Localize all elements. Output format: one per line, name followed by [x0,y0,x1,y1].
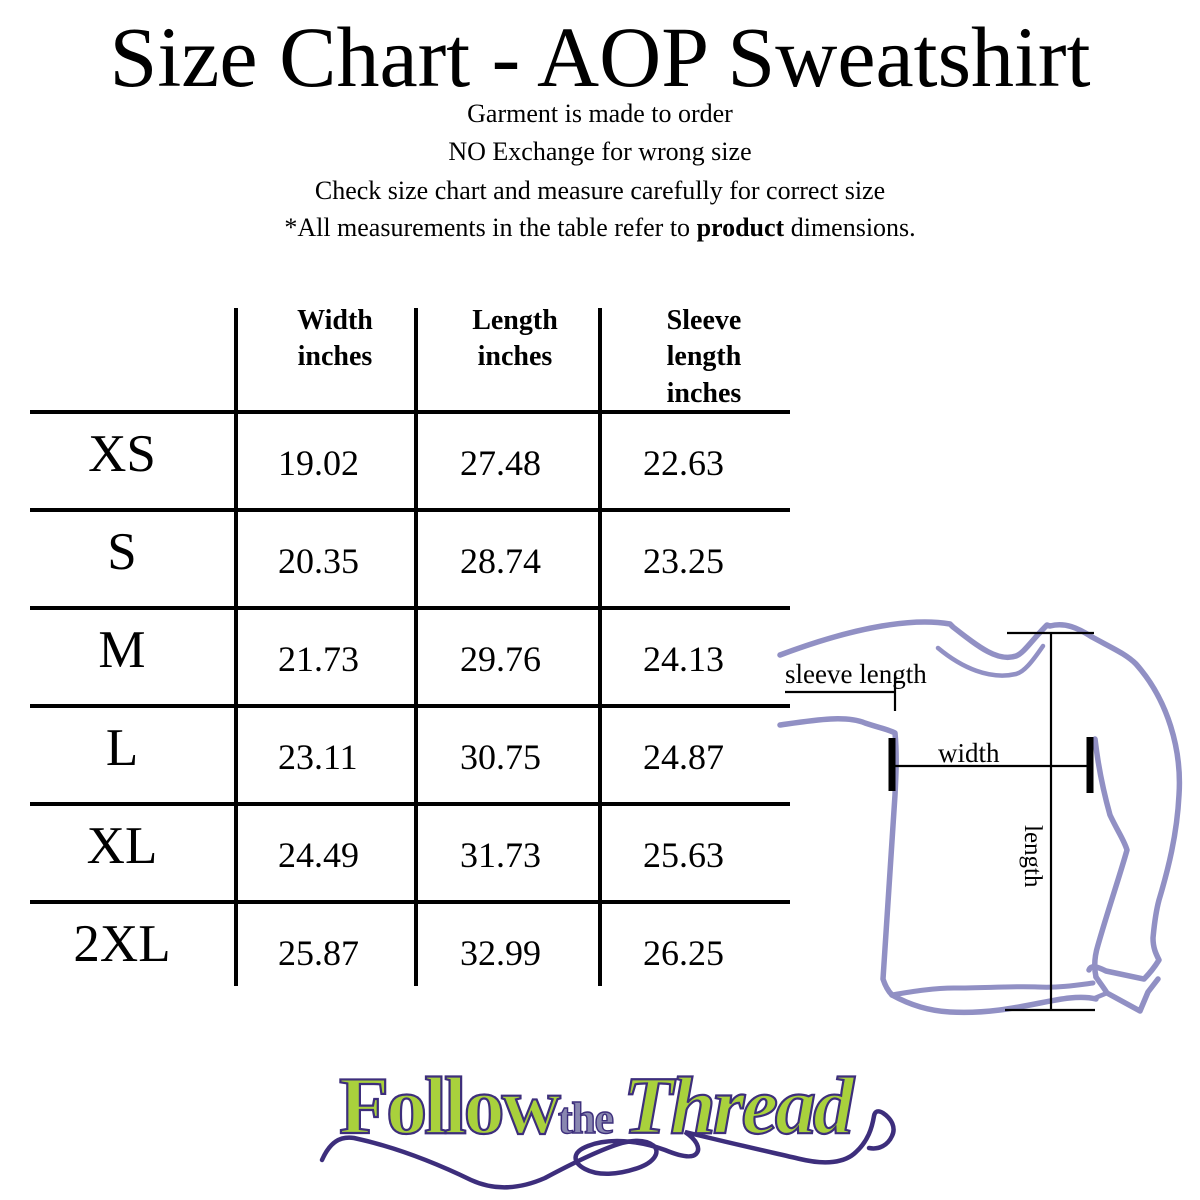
svg-text:the: the [558,1094,614,1143]
svg-text:Follow: Follow [339,1060,561,1151]
svg-text:Thread: Thread [623,1060,855,1151]
